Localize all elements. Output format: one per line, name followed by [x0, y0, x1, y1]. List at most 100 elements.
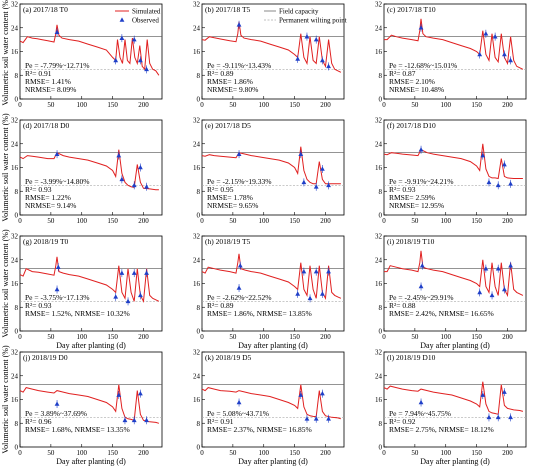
x-axis-title: Day after planting (d) [238, 341, 308, 350]
y-tick-label: 24 [375, 256, 383, 264]
stat-text: RMSE= 1.86%, NRMSE= 13.85% [207, 309, 312, 318]
y-tick-label: 8 [379, 304, 383, 312]
x-tick-label: 50 [411, 449, 419, 457]
x-tick-label: 100 [440, 449, 451, 457]
y-tick-label: 32 [193, 1, 201, 9]
observed-point [480, 392, 486, 397]
x-tick-label: 200 [138, 101, 149, 109]
y-tick-label: 16 [375, 396, 383, 404]
y-tick-label: 16 [375, 280, 383, 288]
stat-text: RMSE= 1.86% [207, 77, 253, 86]
stat-text: Pe = -7.79%~12.71% [25, 61, 90, 70]
legend-simulated-label: Simulated [132, 8, 161, 16]
x-tick-label: 50 [229, 217, 237, 225]
observed-point [236, 22, 242, 27]
stat-text: Pe = -2.62%~22.52% [207, 293, 272, 302]
y-tick-label: 24 [193, 256, 201, 264]
observed-point [125, 298, 131, 304]
observed-point [137, 292, 143, 298]
observed-point [131, 182, 137, 188]
simulated-line [19, 384, 160, 424]
observed-point [54, 29, 60, 35]
observed-point [236, 285, 242, 290]
panel-label: (g) 2018/19 T0 [23, 237, 69, 246]
y-tick-label: 0 [197, 96, 201, 104]
observed-point [236, 399, 242, 405]
stat-text: RMSE= 2.10% [389, 77, 435, 86]
y-tick-label: 32 [11, 349, 19, 357]
observed-point [304, 34, 310, 39]
panel-k: 0 8 16 24 32 0 50 100 150 200 (k) 2018/19 D5 Pe = 5… [193, 349, 345, 466]
y-tick-label: 0 [197, 444, 201, 452]
observed-point [501, 51, 507, 57]
y-tick-label: 16 [193, 48, 201, 56]
observed-point [116, 153, 122, 158]
panel-label: (d) 2017/18 D0 [23, 121, 69, 130]
legend-fc-label: Field capacity [279, 8, 319, 16]
stat-text: R²= 0.91 [25, 69, 52, 78]
stat-text: RMSE= 1.78% [207, 193, 253, 202]
y-tick-label: 0 [197, 212, 201, 220]
y-tick-label: 8 [379, 72, 383, 80]
x-tick-label: 100 [76, 217, 87, 225]
y-tick-label: 8 [15, 420, 19, 428]
observed-point [418, 399, 424, 405]
stat-text: NRMSE= 9.14% [25, 201, 76, 210]
observed-point [477, 289, 483, 295]
x-tick-label: 50 [47, 101, 55, 109]
x-tick-label: 0 [200, 333, 204, 341]
y-tick-label: 16 [11, 164, 19, 172]
y-tick-label: 32 [375, 349, 383, 357]
x-tick-label: 100 [440, 101, 451, 109]
x-tick-label: 150 [471, 217, 482, 225]
observed-point [236, 151, 242, 156]
x-tick-label: 0 [200, 101, 204, 109]
x-tick-label: 100 [258, 217, 269, 225]
simulated-line [201, 253, 342, 301]
x-tick-label: 0 [382, 217, 386, 225]
y-axis-title: Volumetric soil water content (%) [1, 113, 10, 222]
observed-point [298, 151, 304, 156]
y-tick-label: 0 [15, 212, 19, 220]
observed-point [304, 416, 310, 421]
x-tick-label: 0 [382, 101, 386, 109]
y-tick-label: 0 [379, 328, 383, 336]
stat-text: RMSE= 2.37%, NRMSE= 16.85% [207, 425, 312, 434]
observed-point [137, 390, 143, 396]
y-tick-label: 32 [375, 233, 383, 241]
observed-point [319, 57, 325, 63]
x-tick-label: 50 [47, 449, 55, 457]
observed-point [326, 63, 331, 69]
x-tick-label: 0 [18, 217, 22, 225]
observed-point [508, 181, 513, 186]
x-tick-label: 100 [440, 217, 451, 225]
observed-point [508, 414, 513, 420]
y-tick-label: 32 [375, 1, 383, 9]
panel-label: (i) 2018/19 T10 [387, 237, 435, 246]
y-tick-label: 0 [379, 96, 383, 104]
observed-point [489, 292, 495, 298]
x-tick-label: 50 [411, 333, 419, 341]
observed-point [495, 182, 501, 188]
x-tick-label: 150 [471, 333, 482, 341]
stat-text: Pe = 3.89%~37.69% [25, 409, 87, 418]
observed-point [131, 270, 137, 275]
observed-point [137, 164, 143, 170]
stat-text: Pe = 5.08%~43.71% [207, 409, 269, 418]
x-tick-label: 0 [18, 449, 22, 457]
stat-text: RMSE= 1.41% [25, 77, 71, 86]
y-tick-label: 8 [197, 304, 201, 312]
observed-point [508, 263, 513, 268]
x-axis-title: Day after planting (d) [56, 341, 126, 350]
simulated-line [383, 381, 524, 415]
y-tick-label: 24 [193, 24, 201, 32]
simulated-line [19, 24, 160, 76]
stat-text: Pe = -3.75%~17.13% [25, 293, 90, 302]
y-tick-label: 16 [193, 396, 201, 404]
y-tick-label: 0 [379, 444, 383, 452]
observed-point [144, 66, 149, 72]
x-tick-label: 100 [440, 333, 451, 341]
stat-text: R²= 0.95 [207, 185, 234, 194]
panel-label: (l) 2018/19 D10 [387, 353, 436, 362]
